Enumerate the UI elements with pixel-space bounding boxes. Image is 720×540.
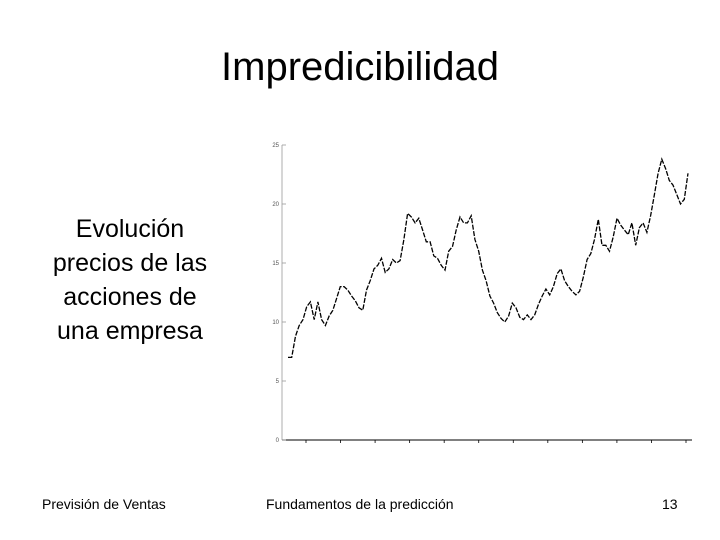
footer-center: Fundamentos de la predicción: [266, 496, 454, 512]
y-tick-label: 25: [272, 143, 279, 149]
caption-line-4: una empresa: [57, 317, 203, 345]
y-tick-label: 15: [272, 261, 279, 267]
y-tick-label: 20: [272, 202, 279, 208]
y-tick-label: 5: [276, 379, 280, 385]
y-tick-label: 10: [272, 320, 279, 326]
x-tick-group: [305, 440, 687, 443]
caption-line-1: Evolución: [75, 215, 185, 243]
y-tick-label: 0: [276, 438, 280, 444]
caption-line-2: precios de las: [52, 249, 208, 277]
footer-left: Previsión de Ventas: [42, 496, 166, 512]
stock-price-chart: 0 5 10 15 20 25: [272, 143, 692, 444]
y-tick-group: 0 5 10 15 20 25: [272, 143, 286, 444]
page-number: 13: [662, 496, 678, 512]
caption-line-3: acciones de: [63, 283, 197, 311]
series-line: [288, 157, 689, 359]
slide-title: Impredicibilidad: [221, 45, 499, 89]
chart-caption: Evolución precios de las acciones de una…: [30, 212, 230, 348]
